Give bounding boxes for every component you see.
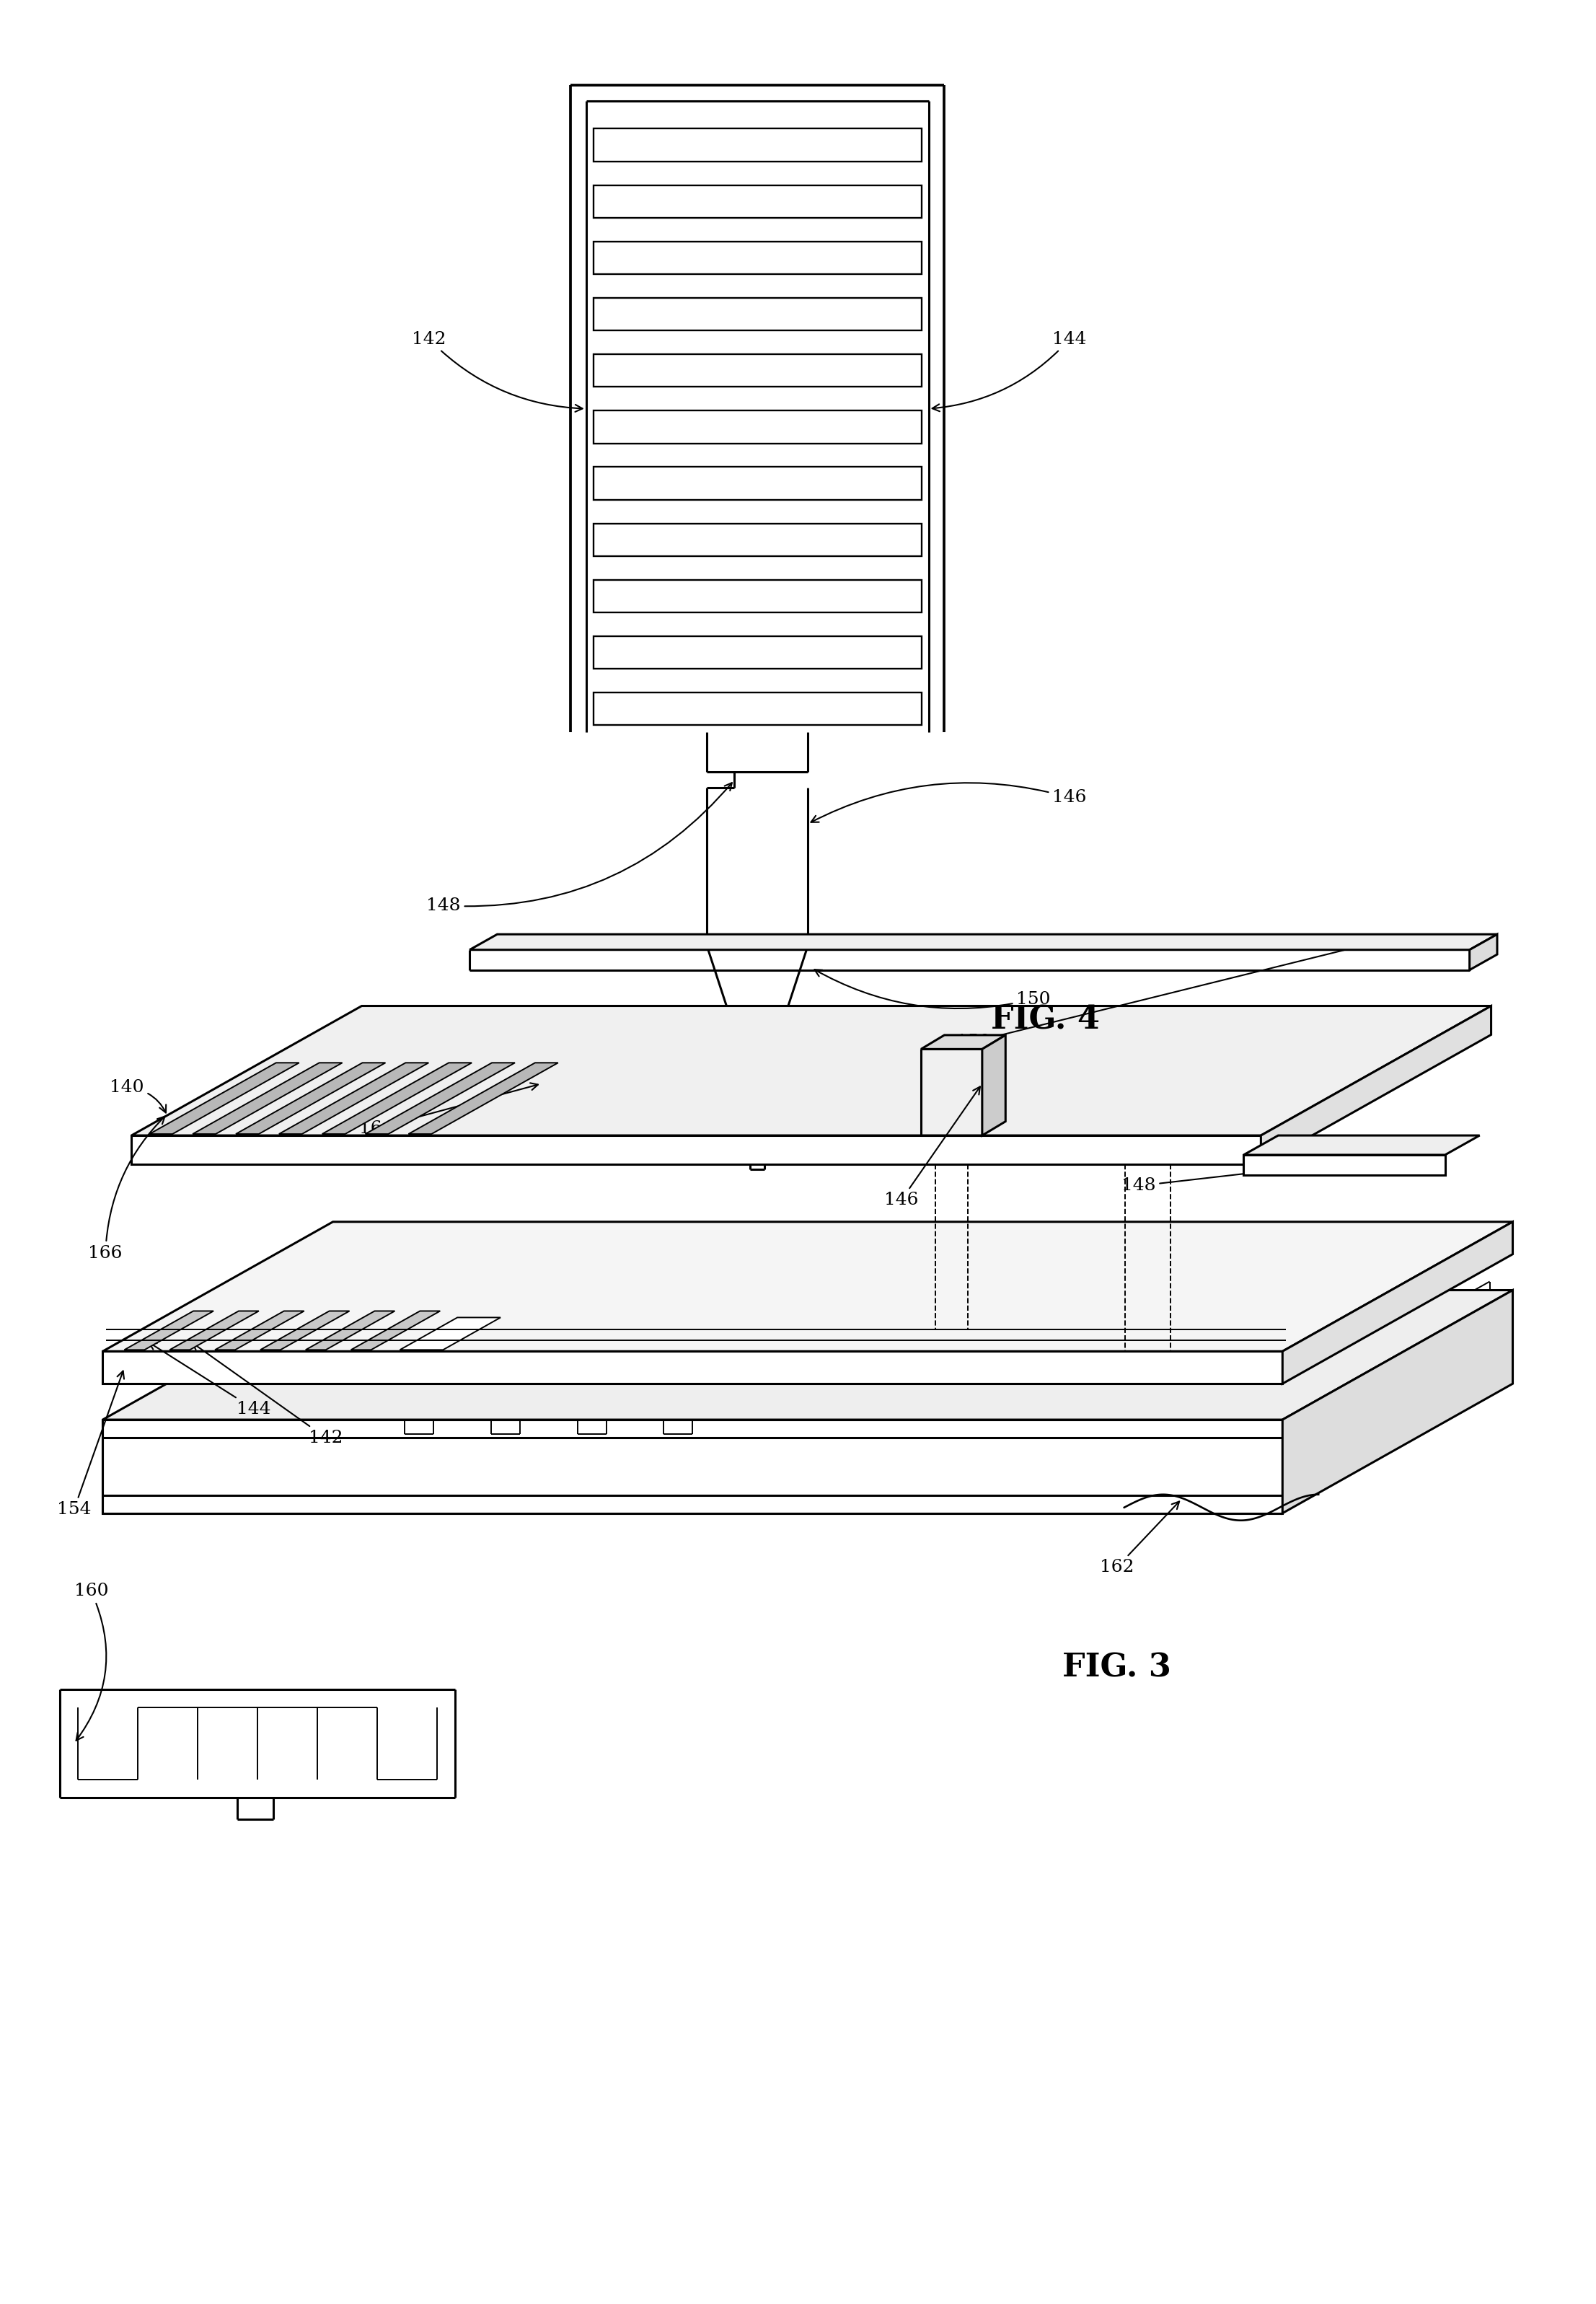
- Bar: [594, 694, 921, 726]
- Polygon shape: [365, 1062, 516, 1134]
- Text: 148: 148: [426, 783, 733, 915]
- Polygon shape: [102, 1290, 1513, 1419]
- Polygon shape: [351, 1311, 440, 1350]
- Bar: [594, 129, 921, 161]
- Polygon shape: [305, 1311, 394, 1350]
- Bar: [594, 523, 921, 555]
- Polygon shape: [469, 933, 1497, 949]
- Bar: [594, 410, 921, 442]
- Polygon shape: [102, 1352, 1283, 1385]
- Polygon shape: [131, 1136, 1261, 1164]
- Bar: [594, 242, 921, 274]
- Text: 144: 144: [932, 332, 1087, 412]
- Text: FIG. 4: FIG. 4: [991, 1005, 1100, 1037]
- Polygon shape: [150, 1062, 298, 1134]
- Text: 154: 154: [57, 1371, 124, 1518]
- Text: 144: 144: [148, 1343, 271, 1417]
- Text: 166: 166: [88, 1117, 164, 1260]
- Text: 160: 160: [73, 1583, 109, 1740]
- Bar: [594, 468, 921, 500]
- Polygon shape: [260, 1311, 350, 1350]
- Polygon shape: [1243, 1136, 1479, 1154]
- Text: 164: 164: [359, 1083, 538, 1136]
- Polygon shape: [1470, 933, 1497, 970]
- Text: 142: 142: [192, 1343, 343, 1447]
- Polygon shape: [322, 1062, 472, 1134]
- Polygon shape: [215, 1311, 305, 1350]
- Polygon shape: [1283, 1221, 1513, 1385]
- Polygon shape: [236, 1062, 386, 1134]
- Polygon shape: [131, 1007, 1491, 1136]
- Polygon shape: [102, 1419, 1283, 1514]
- Bar: [594, 297, 921, 329]
- Bar: [594, 355, 921, 387]
- Text: 146: 146: [884, 1087, 980, 1210]
- Text: 150: 150: [956, 935, 1393, 1051]
- Polygon shape: [921, 1034, 1005, 1048]
- Polygon shape: [401, 1318, 501, 1350]
- Bar: [594, 581, 921, 613]
- Polygon shape: [124, 1311, 214, 1350]
- Text: 142: 142: [412, 332, 583, 412]
- Bar: [594, 636, 921, 668]
- Polygon shape: [1243, 1154, 1444, 1175]
- Text: 162: 162: [1100, 1502, 1179, 1576]
- Text: 150: 150: [814, 970, 1050, 1009]
- Polygon shape: [169, 1311, 259, 1350]
- Bar: [594, 184, 921, 219]
- Polygon shape: [279, 1062, 429, 1134]
- Text: 140: 140: [110, 1078, 166, 1113]
- Polygon shape: [1261, 1007, 1491, 1164]
- Text: FIG. 3: FIG. 3: [1063, 1652, 1171, 1684]
- Polygon shape: [409, 1062, 559, 1134]
- Text: 146: 146: [811, 783, 1087, 823]
- Polygon shape: [102, 1221, 1513, 1352]
- Polygon shape: [193, 1062, 342, 1134]
- Polygon shape: [1283, 1290, 1513, 1514]
- Text: 148: 148: [1122, 1152, 1406, 1193]
- Polygon shape: [982, 1034, 1005, 1136]
